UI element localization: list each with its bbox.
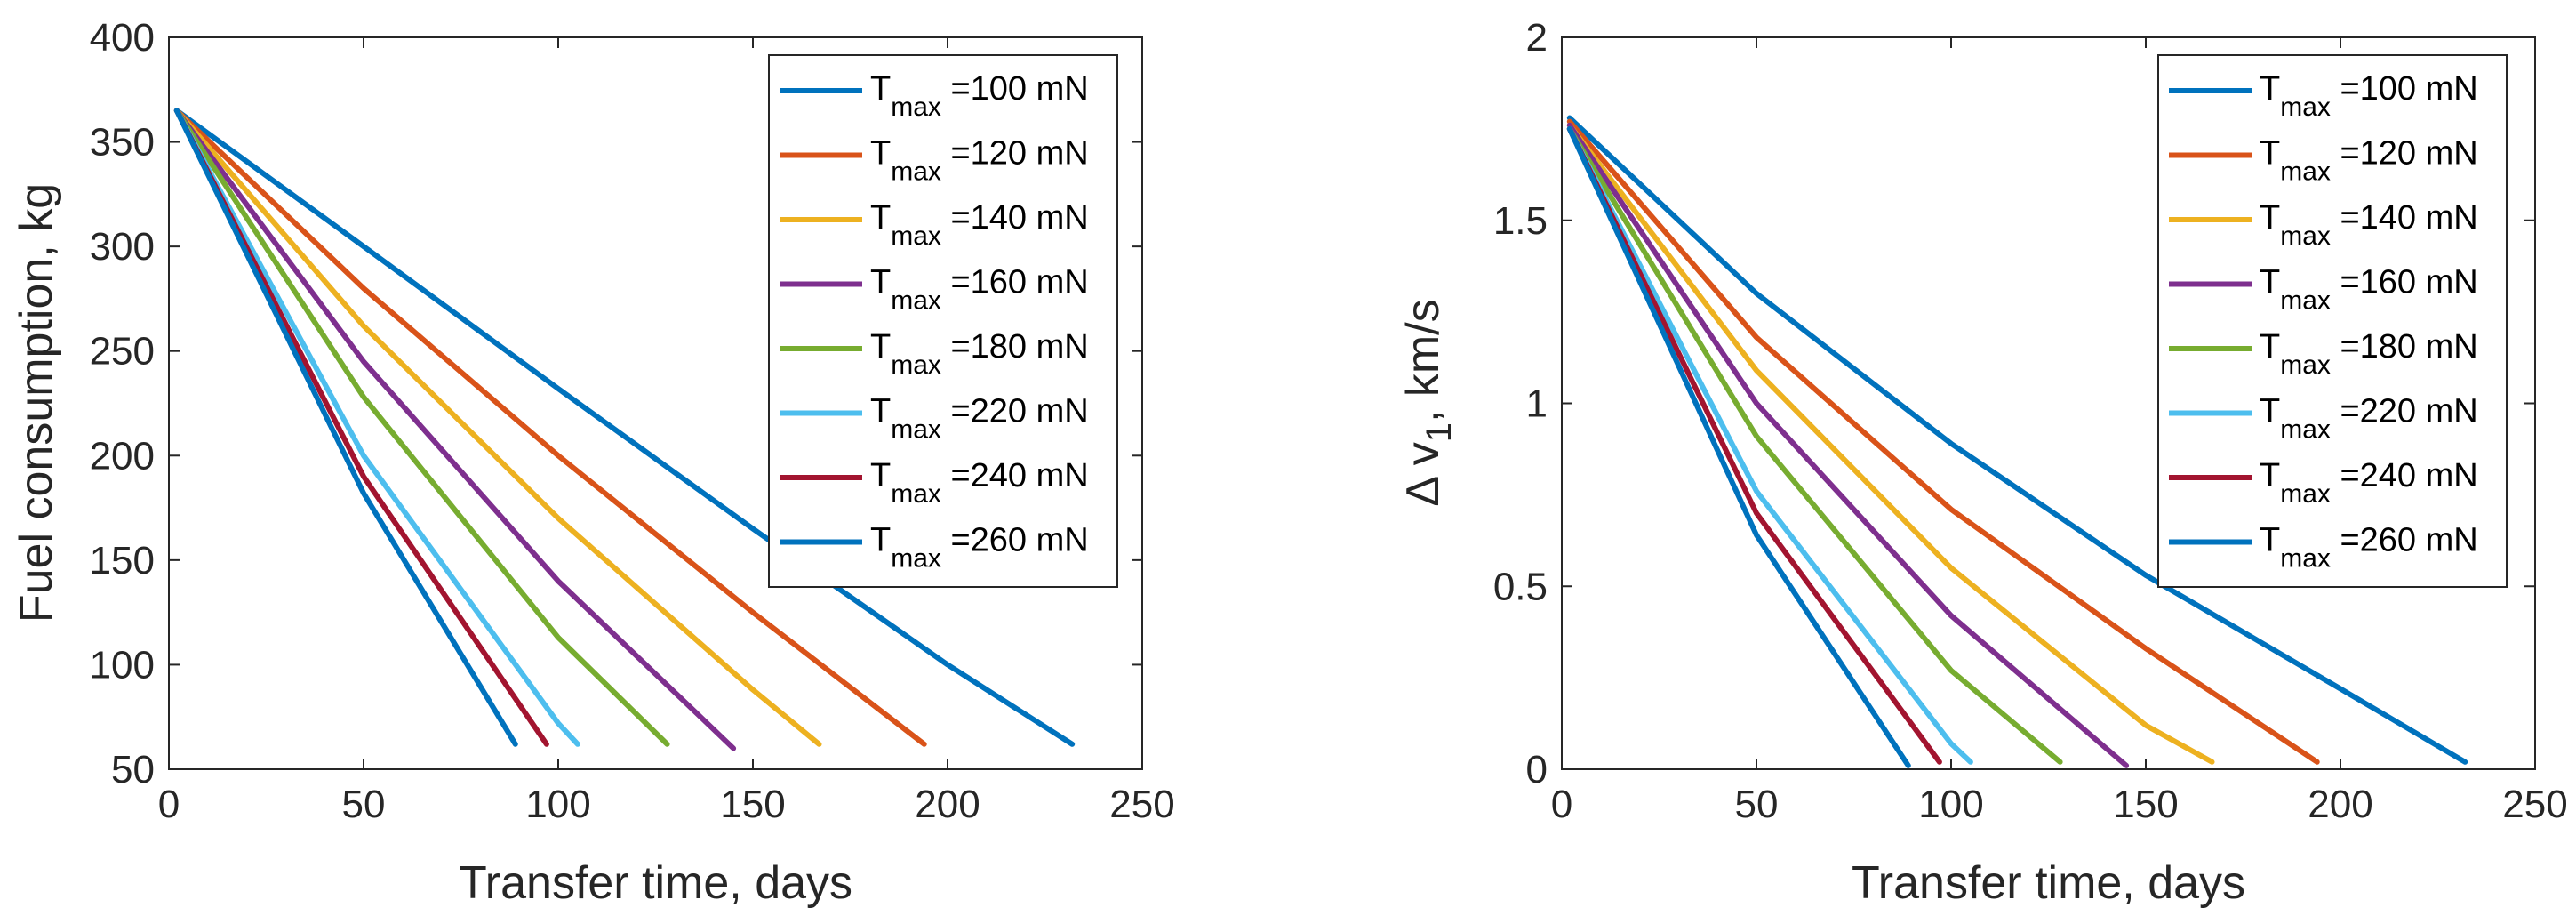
x-axis-label: Transfer time, days <box>459 857 852 909</box>
legend-box <box>768 54 1118 588</box>
series-line <box>1566 118 2320 765</box>
x-tick-label: 100 <box>525 783 590 826</box>
y-tick-label: 250 <box>90 330 155 374</box>
series-line <box>1566 125 1942 765</box>
series-line <box>1566 115 2468 765</box>
series-line <box>1566 125 2063 765</box>
left-chart: 0 50 100 150 200 25050100150200250300350400Tr… <box>11 16 1175 909</box>
legend-label: Tmax =220 mN <box>2260 393 2478 445</box>
x-tick-label: 150 <box>720 783 785 826</box>
series-line <box>1566 125 1973 765</box>
legend-label: Tmax =160 mN <box>2260 264 2478 316</box>
x-axis-label: Transfer time, days <box>1852 857 2245 909</box>
legend-label: Tmax =220 mN <box>870 393 1089 445</box>
series-line <box>173 108 737 751</box>
legend-box <box>2157 54 2508 588</box>
series-line <box>173 108 1076 747</box>
legend-label: Tmax =260 mN <box>870 522 1089 574</box>
y-tick-label: 2 <box>1526 16 1548 60</box>
right-chart: 0 50 100 150 200 250 0 0.5 1 1.5 2 Transfer time, d… <box>1397 16 2568 909</box>
y-tick-label: 50 <box>111 748 155 791</box>
series-line <box>1566 122 2130 768</box>
y-tick-label: 1 <box>1526 382 1548 426</box>
legend-label: Tmax =100 mN <box>870 70 1089 122</box>
x-tick-label: 50 <box>342 783 386 826</box>
y-tick-label: 0.5 <box>1493 565 1548 608</box>
series-line <box>173 108 518 747</box>
plot-area-frame <box>168 36 1143 770</box>
legend-label: Tmax =180 mN <box>2260 328 2478 380</box>
x-tick-label: 0 <box>1551 783 1572 826</box>
x-tick-label: 250 <box>2502 783 2567 826</box>
y-tick-label: 0 <box>1526 748 1548 791</box>
series-line <box>173 108 822 747</box>
series-line <box>173 108 670 747</box>
x-tick-label: 0 <box>158 783 180 826</box>
legend-label: Tmax =240 mN <box>870 457 1089 509</box>
y-tick-label: 350 <box>90 121 155 165</box>
series-line <box>1566 125 1911 768</box>
legend-label: Tmax =140 mN <box>2260 199 2478 251</box>
legend-label: Tmax =120 mN <box>870 135 1089 187</box>
y-tick-label: 1.5 <box>1493 199 1548 243</box>
legend-label: Tmax =100 mN <box>2260 70 2478 122</box>
y-axis-label: Fuel consumption, kg <box>11 183 62 623</box>
y-tick-label: 150 <box>90 539 155 583</box>
y-tick-label: 200 <box>90 434 155 478</box>
y-tick-label: 100 <box>90 643 155 687</box>
legend-label: Tmax =260 mN <box>2260 522 2478 574</box>
x-tick-label: 50 <box>1735 783 1779 826</box>
legend-label: Tmax =140 mN <box>870 199 1089 251</box>
y-tick-label: 400 <box>90 16 155 60</box>
series-line <box>173 108 927 747</box>
legend-label: Tmax =180 mN <box>870 328 1089 380</box>
x-tick-label: 200 <box>2308 783 2372 826</box>
x-tick-label: 100 <box>1918 783 1983 826</box>
x-tick-label: 250 <box>1109 783 1174 826</box>
legend-label: Tmax =120 mN <box>2260 135 2478 187</box>
y-axis-label: Δ v1, km/s <box>1397 299 1459 506</box>
legend-label: Tmax =240 mN <box>2260 457 2478 509</box>
series-line <box>173 108 580 747</box>
x-tick-label: 150 <box>2113 783 2178 826</box>
series-line <box>1566 122 2215 765</box>
legend-label: Tmax =160 mN <box>870 264 1089 316</box>
y-tick-label: 300 <box>90 225 155 269</box>
x-tick-label: 200 <box>915 783 980 826</box>
